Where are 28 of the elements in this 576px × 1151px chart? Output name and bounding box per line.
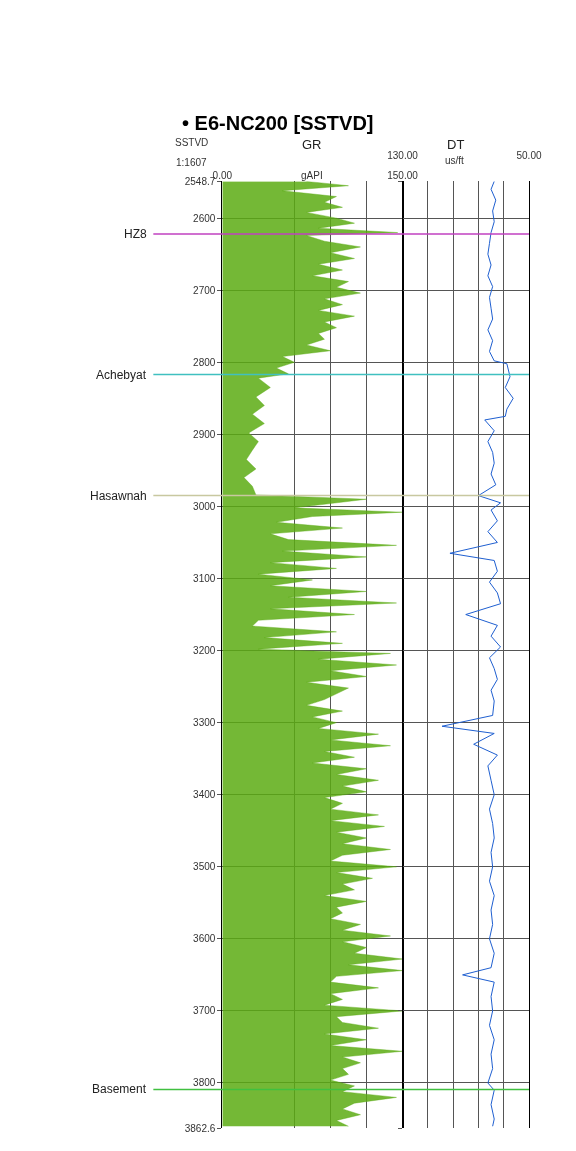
chart-title: • E6-NC200 [SSTVD]	[182, 112, 374, 134]
y-tick-label: 3100	[193, 573, 216, 584]
text: SSTVD	[175, 137, 209, 148]
y-tick-label: 2600	[193, 212, 216, 224]
y-tick-label: 3500	[193, 861, 216, 873]
text: gAPI	[301, 170, 323, 181]
y-tick-label: 3400	[193, 789, 216, 801]
y-tick-label: 2700	[193, 284, 216, 296]
y-tick-label: 3200	[193, 645, 216, 657]
ref-line-label: Basement	[92, 1082, 147, 1096]
y-tick-label: 3862.6	[184, 1122, 216, 1134]
x-tick-label: 130.00	[387, 150, 419, 162]
text: us/ft	[445, 155, 465, 166]
y-tick-label: 3700	[193, 1005, 216, 1017]
ref-line-label: HZ8	[124, 227, 147, 241]
x-tick-label: 50.00	[516, 150, 542, 162]
y-tick-label: 3800	[193, 1077, 216, 1089]
x-axis-title: DT	[447, 137, 465, 152]
y-tick-label: 2900	[193, 428, 216, 440]
ref-line-label: Hasawnah	[90, 489, 147, 503]
ref-line-label: Achebyat	[96, 368, 147, 382]
text: 1:1607	[176, 157, 208, 168]
x-axis-title: GR	[302, 137, 322, 152]
y-tick-label: 3600	[193, 933, 216, 945]
y-tick-label: 3300	[193, 717, 216, 729]
y-tick-label: 3000	[193, 500, 216, 512]
x-tick-label: 150.00	[387, 170, 419, 182]
y-tick-label: 2800	[193, 356, 216, 368]
